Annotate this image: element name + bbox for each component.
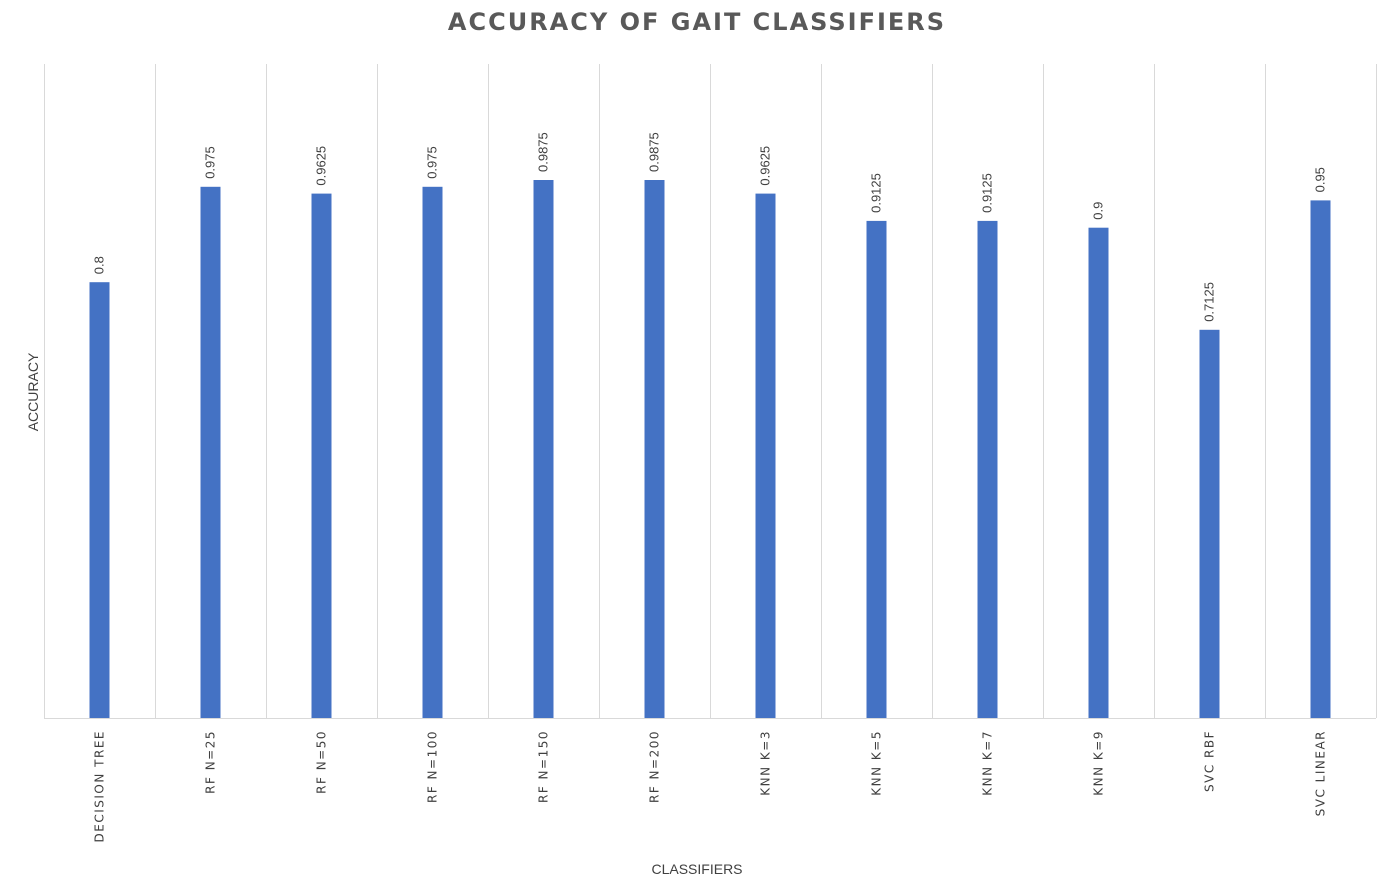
x-tick-label: RF N=50 [315,730,329,794]
data-label: 0.9125 [869,173,884,213]
data-label: 0.9125 [980,173,995,213]
data-label: 0.975 [425,146,440,179]
bar [200,186,221,719]
chart-title: ACCURACY OF GAIT CLASSIFIERS [447,8,947,36]
data-label: 0.9625 [758,146,773,186]
data-label: 0.9625 [314,146,329,186]
data-label: 0.7125 [1202,282,1217,322]
data-label: 0.9875 [536,132,551,172]
bar [755,193,776,719]
bar [866,220,887,718]
x-tick-label: KNN K=5 [870,730,884,796]
x-tick-label: RF N=200 [648,730,662,803]
bar-layer [89,180,1331,719]
bar [1199,329,1220,718]
bar [1088,227,1109,718]
bar [977,220,998,718]
x-tick-label: KNN K=7 [981,730,995,796]
bar [311,193,332,719]
x-tick-label: RF N=150 [537,730,551,803]
bar [422,186,443,719]
data-label: 0.8 [92,256,107,274]
data-label-layer: 0.8 0.975 0.9625 0.975 0.9875 0.9875 0.9625 0.9… [92,132,1328,322]
bar [89,282,110,718]
x-axis-title: CLASSIFIERS [651,861,743,877]
x-tick-label: RF N=100 [426,730,440,803]
x-tick-label: RF N=25 [204,730,218,794]
bar [1310,200,1331,718]
data-label: 0.9 [1091,202,1106,220]
x-tick-label: DECISION TREE [93,730,107,842]
x-tick-label: KNN K=3 [759,730,773,796]
tick-label-layer: DECISION TREE RF N=25 RF N=50 RF N=100 RF N=… [93,730,1328,842]
grid-layer [44,64,1377,719]
data-label: 0.975 [203,146,218,179]
x-tick-label: KNN K=9 [1092,730,1106,796]
data-label: 0.9875 [647,132,662,172]
bar [533,180,554,718]
x-tick-label: SVC RBF [1203,730,1217,792]
bar [644,180,665,718]
x-tick-label: SVC LINEAR [1314,730,1328,816]
data-label: 0.95 [1313,167,1328,192]
